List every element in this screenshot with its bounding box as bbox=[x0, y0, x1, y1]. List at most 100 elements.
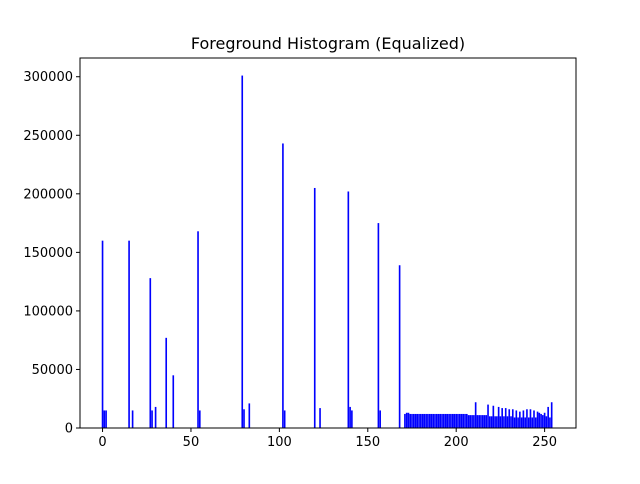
histogram-bar bbox=[536, 411, 539, 428]
x-tick-label: 0 bbox=[98, 435, 106, 450]
histogram-bar bbox=[451, 413, 454, 428]
y-tick-label: 250000 bbox=[23, 129, 73, 144]
histogram-bar bbox=[105, 410, 107, 428]
y-axis: 0 50000 100000 150000 200000 250000 300000 bbox=[23, 70, 80, 437]
histogram-bar bbox=[458, 413, 461, 428]
histogram-bar bbox=[485, 415, 488, 428]
histogram-bar bbox=[411, 413, 413, 428]
histogram-bar bbox=[149, 278, 152, 428]
histogram-bar bbox=[522, 410, 525, 428]
histogram-bar bbox=[540, 413, 542, 428]
x-tick-label: 150 bbox=[355, 435, 380, 450]
histogram-bar bbox=[165, 337, 168, 428]
histogram-bar bbox=[467, 415, 470, 428]
histogram-bar bbox=[494, 416, 496, 428]
histogram-bar bbox=[534, 417, 537, 428]
histogram-bar bbox=[513, 417, 516, 428]
histogram-bar bbox=[444, 413, 447, 428]
histogram-bar bbox=[501, 408, 503, 428]
histogram-bar bbox=[490, 416, 493, 428]
histogram-bar bbox=[453, 413, 456, 428]
histogram-bar bbox=[545, 416, 548, 428]
histogram-bar bbox=[151, 410, 153, 428]
histogram-bar bbox=[409, 413, 412, 428]
histogram-bar bbox=[464, 413, 466, 428]
histogram-bar bbox=[483, 415, 486, 428]
histogram-bar bbox=[101, 240, 104, 428]
histogram-bar bbox=[434, 413, 436, 428]
histogram-bar bbox=[412, 413, 415, 428]
histogram-bar bbox=[420, 413, 422, 428]
histogram-bar bbox=[414, 413, 417, 428]
histogram-bar bbox=[497, 406, 500, 428]
histogram-bar bbox=[504, 408, 507, 428]
x-tick-label: 100 bbox=[267, 435, 292, 450]
histogram-bar bbox=[351, 410, 353, 428]
histogram-bar bbox=[428, 413, 431, 428]
histogram-bar bbox=[550, 402, 553, 428]
histogram-bar bbox=[446, 413, 449, 428]
histogram-bar bbox=[547, 406, 549, 428]
histogram-bar bbox=[524, 417, 526, 428]
x-axis: 0 50 100 150 200 250 bbox=[98, 428, 557, 450]
x-tick-label: 250 bbox=[532, 435, 557, 450]
histogram-bar bbox=[460, 413, 463, 428]
histogram-bar bbox=[423, 413, 426, 428]
histogram-bar bbox=[481, 415, 484, 428]
histogram-bar bbox=[533, 410, 535, 428]
y-tick-label: 300000 bbox=[23, 70, 73, 85]
histogram-bar bbox=[496, 416, 498, 428]
y-tick-label: 150000 bbox=[23, 246, 73, 261]
histogram-bar bbox=[241, 75, 244, 428]
histogram-bar bbox=[427, 413, 429, 428]
histogram-bar bbox=[425, 413, 427, 428]
plot-background bbox=[80, 58, 576, 428]
histogram-bar bbox=[407, 412, 410, 428]
histogram-bar bbox=[319, 408, 321, 428]
histogram-bar bbox=[347, 191, 350, 428]
histogram-bar bbox=[506, 416, 509, 428]
histogram-bar bbox=[128, 240, 130, 428]
histogram-bar bbox=[198, 410, 201, 428]
y-tick-label: 50000 bbox=[32, 363, 73, 378]
histogram-bar bbox=[197, 231, 199, 428]
histogram-bar bbox=[416, 413, 419, 428]
histogram-bar bbox=[450, 413, 452, 428]
histogram-bar bbox=[526, 409, 528, 428]
histogram-bar bbox=[432, 413, 435, 428]
histogram-bar bbox=[538, 412, 541, 428]
histogram-bar bbox=[457, 413, 459, 428]
histogram-bar bbox=[405, 412, 408, 428]
bars-layer bbox=[101, 75, 553, 428]
histogram-bar bbox=[437, 413, 440, 428]
histogram-bar bbox=[455, 413, 458, 428]
histogram-bar bbox=[283, 410, 286, 428]
histogram-bar bbox=[508, 409, 511, 428]
plot-frame bbox=[79, 57, 577, 429]
histogram-bar bbox=[503, 416, 505, 428]
histogram-bar bbox=[531, 417, 534, 428]
histogram-bar bbox=[421, 413, 424, 428]
histogram-bar bbox=[543, 412, 546, 428]
histogram-bar bbox=[313, 187, 316, 428]
histogram-bar bbox=[473, 415, 475, 428]
histogram-bar bbox=[441, 413, 443, 428]
histogram-bar bbox=[492, 405, 495, 428]
histogram-bar bbox=[517, 417, 519, 428]
histogram-bar bbox=[488, 416, 491, 428]
histogram-bar bbox=[480, 415, 482, 428]
histogram-bar bbox=[172, 375, 175, 428]
x-tick-label: 50 bbox=[183, 435, 200, 450]
histogram-bar bbox=[478, 415, 480, 428]
histogram-bar bbox=[471, 415, 473, 428]
histogram-bar bbox=[443, 413, 445, 428]
histogram-bar bbox=[519, 411, 521, 428]
histogram-bar bbox=[131, 410, 134, 428]
y-tick-label: 100000 bbox=[23, 304, 73, 319]
histogram-bar bbox=[248, 403, 251, 428]
histogram-bar bbox=[349, 406, 351, 428]
histogram-bar bbox=[542, 415, 544, 428]
histogram-bar bbox=[549, 417, 551, 428]
